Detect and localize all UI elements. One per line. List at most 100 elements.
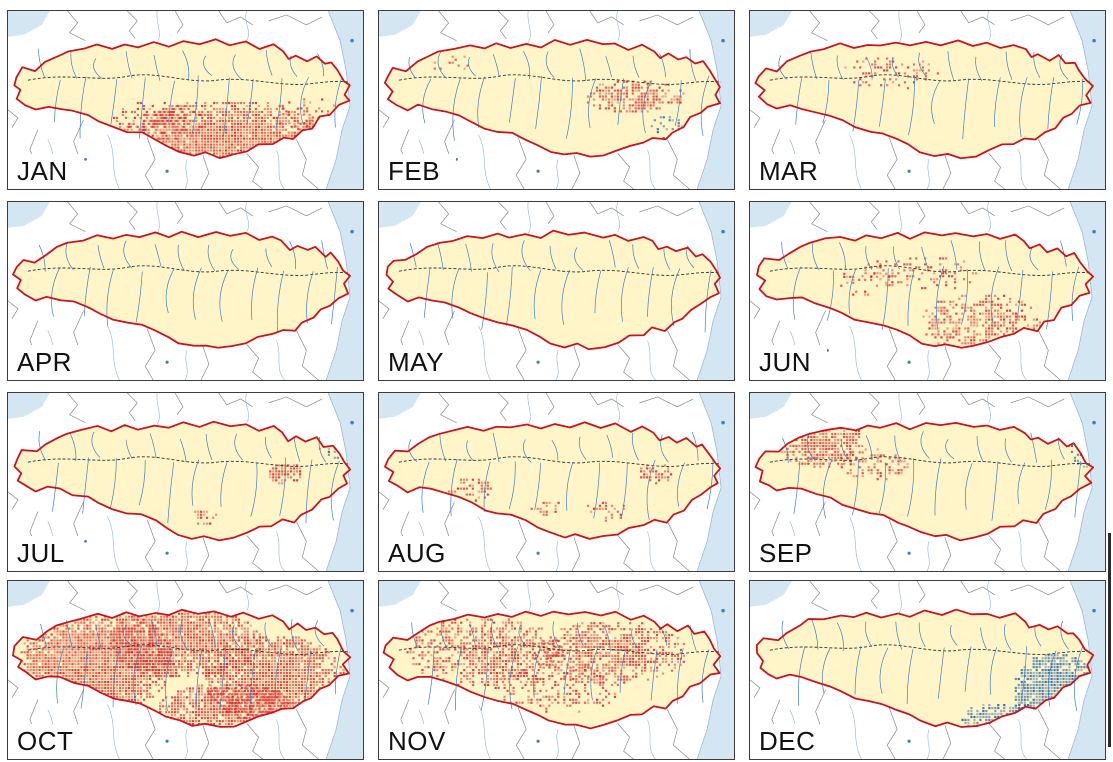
tributary (976, 436, 984, 462)
basin-border (754, 39, 1094, 160)
tributary (1034, 625, 1042, 647)
tributary (878, 462, 886, 514)
boundary-line (1038, 330, 1061, 380)
tributary (168, 80, 176, 123)
tributary (879, 647, 889, 694)
tributary (619, 647, 627, 693)
town-dot (536, 551, 540, 555)
tributary (84, 266, 91, 317)
tributary (891, 57, 899, 78)
tributary (979, 241, 986, 272)
tributary (566, 77, 573, 139)
tributary (975, 56, 983, 82)
tributary (154, 244, 162, 267)
boundary-line (1038, 139, 1061, 189)
tributary (481, 272, 488, 330)
town-dot (536, 360, 540, 364)
tributary (993, 77, 1001, 127)
outer-river (245, 393, 249, 423)
sea-east (697, 581, 734, 759)
dry-anomaly-cluster (840, 448, 909, 481)
tributary (894, 435, 902, 462)
outer-river (849, 516, 862, 571)
town-dot (907, 739, 911, 743)
tributary (230, 248, 240, 270)
main-river (769, 74, 1093, 85)
boundary-line (869, 11, 880, 39)
town-dot (1092, 420, 1096, 425)
tributary (608, 240, 616, 268)
outer-river (184, 159, 188, 189)
tributary (593, 462, 601, 519)
dry-anomaly-cluster (530, 501, 560, 516)
basin-area (756, 609, 1094, 727)
tributary (275, 647, 282, 697)
boundary-line (942, 725, 952, 759)
map-panel-oct: OCT (7, 580, 364, 760)
tributary (650, 649, 658, 701)
tributary (646, 459, 656, 520)
tributary (937, 647, 945, 699)
tributary (964, 646, 972, 692)
outer-river (184, 350, 188, 380)
boundary-line (379, 109, 390, 128)
tributary (205, 433, 213, 461)
boundary-line (960, 581, 995, 596)
tributary (821, 648, 831, 694)
outer-river (616, 581, 620, 611)
boundary-line (869, 393, 880, 421)
main-river (398, 74, 722, 85)
tributary (219, 269, 229, 322)
boundary-line (869, 202, 880, 230)
tributary (1033, 51, 1041, 78)
boundary-line (571, 155, 581, 189)
boundary-line (1010, 205, 1065, 217)
tributary (561, 269, 570, 325)
tributary (836, 55, 844, 80)
tributary (335, 646, 342, 695)
tributary (290, 618, 299, 652)
tributary (508, 461, 516, 510)
tributary (545, 51, 555, 78)
boundary-line (942, 537, 952, 571)
basin-area (384, 422, 721, 539)
tributary (1019, 77, 1028, 138)
boundary-line (515, 707, 527, 759)
tributary (1076, 78, 1084, 125)
tributary (1004, 624, 1012, 651)
boundary-line (750, 109, 761, 128)
boundary-line (144, 707, 156, 759)
outer-river (647, 149, 656, 189)
boundary-line (127, 581, 138, 609)
dry-anomaly-cluster (433, 55, 469, 70)
tributary (93, 58, 103, 79)
boundary-line (545, 393, 555, 415)
tributary (781, 620, 790, 650)
tributary (423, 267, 431, 319)
boundary-line (667, 330, 690, 380)
basin-map (8, 581, 363, 759)
outer-river (156, 202, 160, 234)
tributary (579, 48, 587, 82)
boundary-line (667, 139, 690, 189)
outer-river (478, 704, 491, 759)
tributary (700, 75, 710, 136)
tributary (165, 268, 175, 314)
main-river (27, 265, 351, 276)
town-dot (721, 38, 725, 43)
dry-anomaly-cluster (112, 101, 202, 140)
month-label: OCT (8, 724, 90, 759)
boundary-line (988, 153, 1005, 189)
dry-anomaly-cluster (123, 101, 320, 158)
boundary-line (589, 581, 624, 596)
tributary (469, 623, 476, 648)
main-river (769, 456, 1093, 467)
sea-east (1068, 581, 1105, 759)
boundary-line (988, 723, 1005, 759)
outer-river (107, 325, 120, 380)
tributary (97, 245, 105, 269)
coastline-east (696, 393, 722, 571)
basin-area (14, 39, 350, 159)
tributary (451, 268, 460, 319)
tributary (908, 76, 915, 136)
